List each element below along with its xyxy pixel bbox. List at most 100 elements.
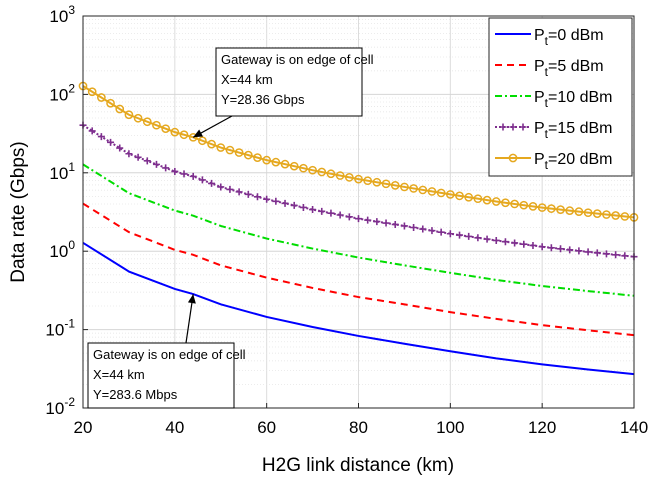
series-marker: [216, 143, 226, 152]
legend-marker: [499, 123, 507, 131]
series-marker: [473, 194, 483, 204]
series-marker: [592, 209, 602, 218]
series-marker: [482, 195, 492, 205]
legend-label: Pt=20 dBm: [534, 151, 613, 172]
legend-item-0: Pt=0 dBm: [495, 27, 604, 48]
series-marker: [501, 238, 509, 246]
series-marker: [179, 130, 189, 140]
series-marker: [612, 251, 620, 259]
annotation-1: Gateway is on edge of cell X=44 km Y=283.6…: [87, 294, 246, 409]
series-marker: [115, 104, 125, 114]
annotation-0: Gateway is on edge of cell X=44 km Y=28.36…: [192, 47, 374, 138]
series-marker: [611, 211, 620, 220]
series-marker: [437, 228, 445, 236]
series-marker: [208, 179, 216, 187]
series-marker: [309, 206, 317, 214]
annotation-text: Gateway is on edge of cell: [93, 347, 246, 362]
x-tick-label: 140: [620, 418, 648, 437]
x-tick-label: 40: [165, 418, 184, 437]
series-marker: [556, 205, 565, 214]
series-marker: [345, 213, 353, 221]
series-marker: [207, 139, 216, 149]
series-marker: [538, 243, 546, 251]
series-line-3: [82, 124, 635, 258]
legend-label: Pt=5 dBm: [534, 58, 604, 79]
series-marker: [445, 190, 455, 199]
series-marker: [225, 145, 235, 155]
legend-item-4: Pt=20 dBm: [495, 151, 613, 172]
series-marker: [327, 209, 335, 217]
series-marker: [280, 159, 290, 169]
series-marker: [363, 176, 373, 186]
series-marker: [574, 207, 584, 217]
series-marker: [410, 223, 418, 231]
series-marker: [427, 187, 437, 196]
series-marker: [244, 190, 252, 198]
y-tick-label: 10-2: [45, 395, 75, 418]
annotation-text: Y=283.6 Mbps: [93, 387, 178, 402]
series-marker: [189, 172, 197, 180]
annotation-text: X=44 km: [221, 72, 273, 87]
series-marker: [593, 249, 601, 257]
series-marker: [235, 188, 243, 196]
series-marker: [97, 133, 105, 141]
series-line-2: [82, 163, 635, 297]
y-tick-labels: 10-2 10-1 100 101 102 103: [45, 3, 88, 418]
series-marker: [87, 87, 97, 97]
series-marker: [317, 167, 327, 177]
series-marker: [97, 93, 106, 102]
series-marker: [519, 200, 529, 210]
series-marker: [170, 127, 180, 137]
series-marker: [88, 127, 96, 135]
series-marker: [492, 236, 500, 244]
y-tick-label: 101: [49, 160, 75, 183]
series-marker: [299, 203, 307, 211]
series-line-1: [82, 202, 635, 337]
series-marker: [262, 155, 272, 165]
series-marker: [372, 177, 382, 187]
series-marker: [547, 204, 556, 213]
series-marker: [483, 235, 491, 243]
series-marker: [152, 120, 161, 130]
series-marker: [436, 188, 446, 198]
series-marker: [125, 150, 133, 158]
series-marker: [381, 179, 391, 189]
series-marker: [390, 181, 400, 190]
series-marker: [354, 174, 363, 184]
series-marker: [428, 227, 436, 235]
series-marker: [162, 164, 170, 172]
series-marker: [400, 222, 408, 230]
series-marker: [188, 132, 198, 142]
series-marker: [456, 231, 464, 239]
y-tick-label: 10-1: [45, 317, 75, 340]
series-marker: [566, 246, 574, 254]
legend-marker: [509, 123, 517, 131]
series-marker: [272, 197, 280, 205]
legend-item-2: Pt=10 dBm: [495, 89, 613, 110]
series-marker: [308, 165, 317, 175]
series-marker: [289, 161, 299, 171]
series-marker: [180, 170, 188, 178]
series-marker: [373, 218, 381, 226]
y-tick-label: 103: [49, 3, 75, 26]
series-marker: [318, 207, 326, 215]
series-marker: [198, 136, 207, 146]
legend: Pt=0 dBm Pt=5 dBm Pt=10 dBm Pt=15 dBm Pt=20 …: [488, 17, 633, 177]
series-marker: [234, 148, 244, 157]
series-marker: [198, 176, 206, 184]
series-marker: [290, 201, 298, 209]
series-marker: [510, 199, 519, 209]
legend-marker: [508, 153, 518, 163]
series-marker: [465, 232, 473, 240]
series-marker: [107, 138, 115, 146]
legend-marker: [519, 123, 527, 131]
y-tick-label: 100: [49, 238, 75, 261]
legend-item-1: Pt=5 dBm: [495, 58, 604, 79]
annotation-text: Y=28.36 Gbps: [221, 92, 305, 107]
x-tick-label: 80: [349, 418, 368, 437]
series-marker: [299, 163, 308, 173]
series-marker: [575, 247, 583, 255]
annotation-arrowhead: [193, 129, 204, 138]
series-marker: [116, 144, 124, 152]
